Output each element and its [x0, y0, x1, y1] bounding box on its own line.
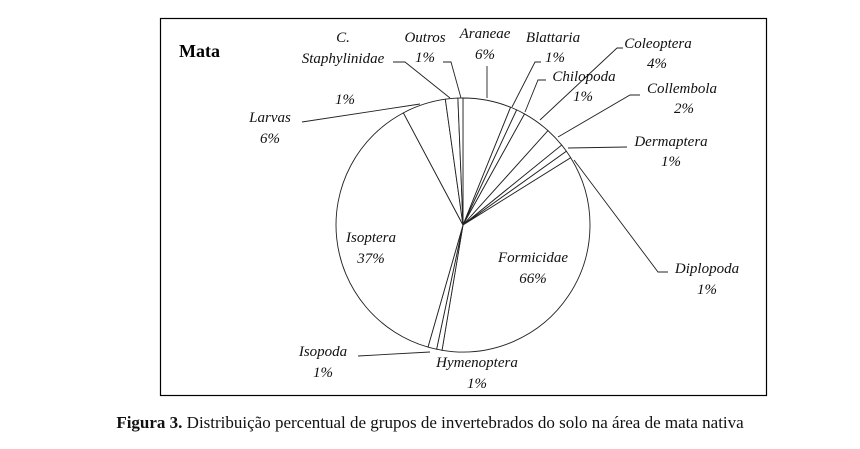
pie-slice-outros: [457, 97, 464, 226]
label-larvas: Larvas: [248, 110, 291, 126]
label-diplopoda: Diplopoda: [674, 261, 739, 277]
label-staphylinidae-line1: C.: [336, 30, 350, 46]
leader-coleoptera: [539, 47, 623, 121]
label-staphylinidae: Staphylinidae: [302, 51, 385, 67]
leader-outros: [443, 61, 462, 99]
pie-slice-formicidae: [441, 157, 591, 353]
value-coleoptera: 4%: [647, 56, 667, 72]
annotation-label: 1%: [335, 92, 355, 108]
value-formicidae: 66%: [519, 271, 547, 287]
label-isopoda: Isopoda: [298, 344, 347, 360]
value-araneae: 6%: [475, 47, 495, 63]
leader-chilopoda: [524, 79, 546, 113]
value-outros: 1%: [415, 50, 435, 66]
value-dermaptera: 1%: [661, 154, 681, 170]
leader-collembola: [557, 94, 640, 138]
chart-title: Mata: [179, 41, 220, 61]
leader-blattaria: [511, 61, 541, 108]
label-dermaptera: Dermaptera: [633, 134, 707, 150]
figure-caption: Figura 3. Distribuição percentual de gru…: [0, 413, 860, 433]
value-isoptera: 37%: [356, 251, 385, 267]
caption-prefix: Figura 3.: [116, 413, 183, 432]
leader-lines: [301, 47, 668, 357]
value-blattaria: 1%: [545, 50, 565, 66]
label-coleoptera: Coleoptera: [624, 36, 692, 52]
value-collembola: 2%: [674, 101, 694, 117]
value-larvas: 6%: [260, 131, 280, 147]
label-hymenoptera: Hymenoptera: [435, 355, 518, 371]
pie-slices: [335, 97, 591, 353]
leader-diplopoda: [573, 159, 668, 273]
value-hymenoptera: 1%: [467, 376, 487, 392]
label-araneae: Araneae: [459, 26, 511, 42]
caption-text: Distribuição percentual de grupos de inv…: [182, 413, 744, 432]
value-diplopoda: 1%: [697, 282, 717, 298]
value-chilopoda: 1%: [573, 89, 593, 105]
leader-larvas: [301, 103, 421, 123]
value-isopoda: 1%: [313, 365, 333, 381]
leader-staphylinidae: [393, 61, 451, 99]
pie-slice-isoptera: [335, 112, 464, 348]
label-isoptera: Isoptera: [345, 230, 396, 246]
label-collembola: Collembola: [647, 81, 717, 97]
leader-isopoda: [357, 351, 431, 357]
label-chilopoda: Chilopoda: [552, 69, 615, 85]
leader-dermaptera: [567, 146, 628, 149]
label-blattaria: Blattaria: [526, 30, 580, 46]
label-outros: Outros: [404, 30, 445, 46]
label-formicidae: Formicidae: [497, 250, 568, 266]
